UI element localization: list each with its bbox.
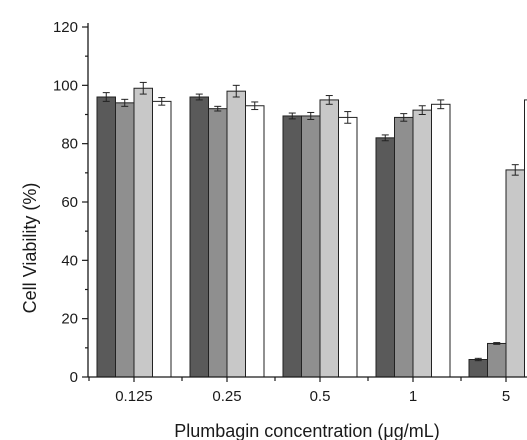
x-tick-label-0.125: 0.125 bbox=[115, 388, 153, 405]
bar-1-series-3 bbox=[412, 109, 432, 378]
x-axis-title: Plumbagin concentration (μg/mL) bbox=[174, 421, 440, 440]
y-tick-label-60: 60 bbox=[61, 194, 78, 211]
bar-1-series-1 bbox=[375, 137, 395, 378]
y-tick-label-0: 0 bbox=[70, 369, 78, 386]
bar-5-series-1 bbox=[468, 359, 488, 378]
bar-0.5-series-4 bbox=[338, 116, 358, 378]
bar-1-series-2 bbox=[394, 116, 414, 378]
bar-5-series-2 bbox=[487, 342, 507, 378]
y-tick-label-40: 40 bbox=[61, 252, 78, 269]
x-tick-label-0.25: 0.25 bbox=[212, 388, 241, 405]
bar-0.5-series-2 bbox=[301, 115, 321, 378]
bar-0.125-series-1 bbox=[96, 96, 116, 378]
bar-1-series-4 bbox=[431, 103, 451, 378]
y-tick-label-20: 20 bbox=[61, 311, 78, 328]
bar-0.25-series-1 bbox=[189, 96, 209, 378]
x-tick-label-5: 5 bbox=[502, 388, 510, 405]
x-tick-label-1: 1 bbox=[409, 388, 417, 405]
y-tick-label-100: 100 bbox=[53, 77, 78, 94]
bars-layer bbox=[96, 81, 527, 378]
bar-5-series-3 bbox=[505, 169, 525, 378]
bar-0.25-series-4 bbox=[245, 105, 265, 378]
y-tick-label-120: 120 bbox=[53, 19, 78, 36]
x-tick-label-0.5: 0.5 bbox=[310, 388, 331, 405]
bar-0.125-series-4 bbox=[152, 100, 172, 378]
bar-0.5-series-1 bbox=[282, 115, 302, 378]
y-axis-title: Cell Viability (%) bbox=[20, 183, 40, 314]
bar-0.125-series-3 bbox=[133, 87, 153, 378]
bar-0.125-series-2 bbox=[115, 102, 135, 378]
bar-0.25-series-2 bbox=[208, 108, 228, 378]
bar-0.5-series-3 bbox=[319, 99, 339, 378]
bar-0.25-series-3 bbox=[226, 90, 246, 378]
y-tick-label-80: 80 bbox=[61, 136, 78, 153]
bar-5-series-4 bbox=[524, 99, 527, 378]
axes-layer: 0 20 40 60 80 100 120 0.125 0.25 0.5 1 5 bbox=[53, 19, 527, 405]
